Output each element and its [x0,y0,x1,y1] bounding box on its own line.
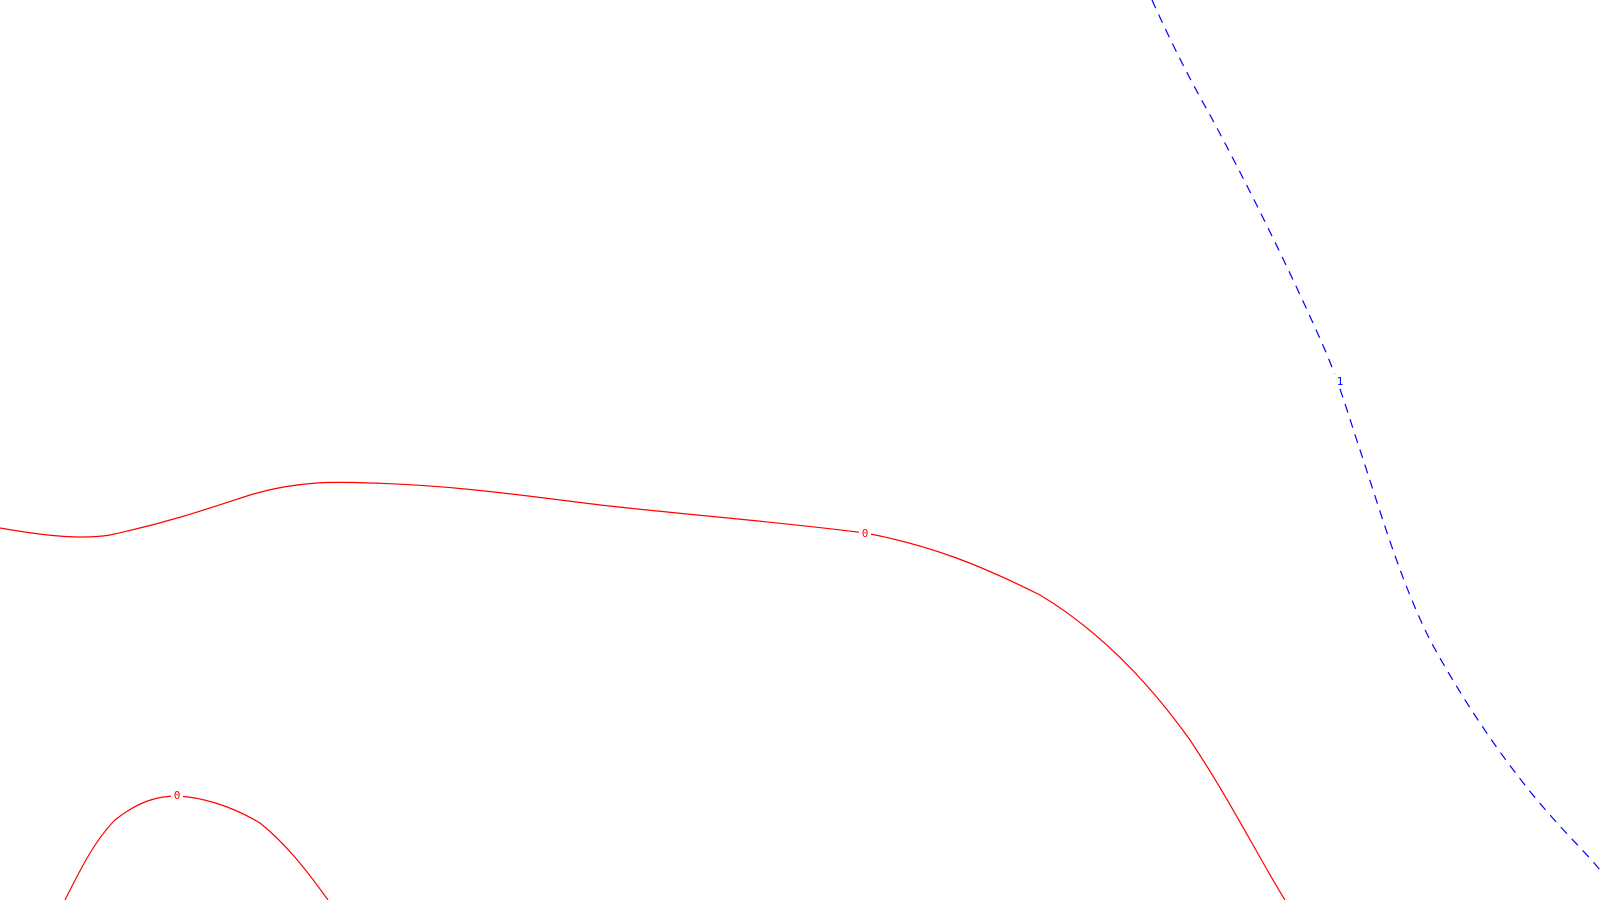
contour-label-one-right: 1 [1337,375,1344,388]
contour-label-bg-zero-main [859,526,871,540]
contour-label-zero-main: 0 [862,527,869,540]
contour-label-zero-lower: 0 [174,789,181,802]
contour-line-one-right [1151,0,1600,871]
contour-label-bg-zero-lower [171,788,183,802]
contour-line-zero-lower [64,795,329,900]
contour-line-zero-main [0,481,1286,900]
contour-label-bg-one-right [1334,374,1346,388]
